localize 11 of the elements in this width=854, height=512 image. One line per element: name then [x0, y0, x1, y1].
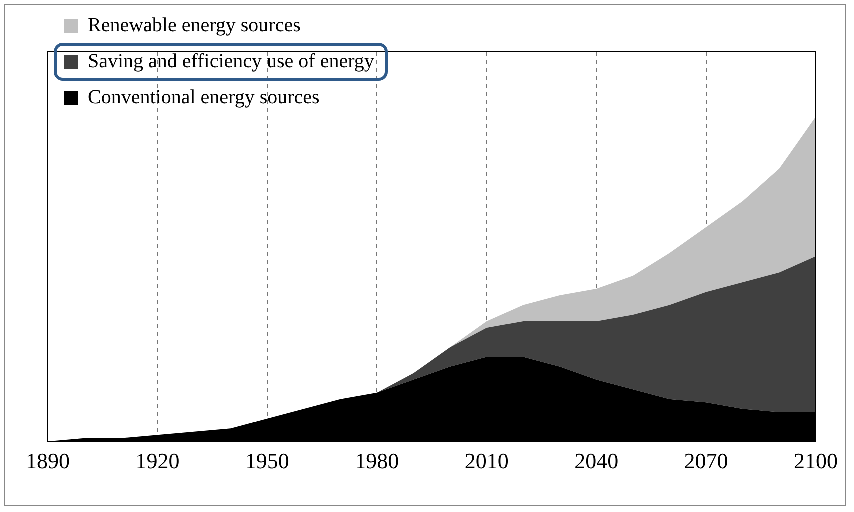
x-tick-label: 2010: [464, 448, 509, 474]
x-tick-label: 2100: [794, 448, 838, 474]
x-tick-label: 1950: [245, 448, 290, 474]
x-tick-label: 2070: [684, 448, 728, 474]
x-tick-label: 1980: [355, 448, 400, 474]
legend-label: Renewable energy sources: [88, 14, 302, 36]
legend-label: Saving and efficiency use of energy: [88, 50, 374, 72]
x-tick-label: 1920: [136, 448, 180, 474]
legend-label: Conventional energy sources: [88, 86, 320, 108]
x-tick-label: 2040: [574, 448, 619, 474]
x-tick-label: 1890: [26, 448, 70, 474]
